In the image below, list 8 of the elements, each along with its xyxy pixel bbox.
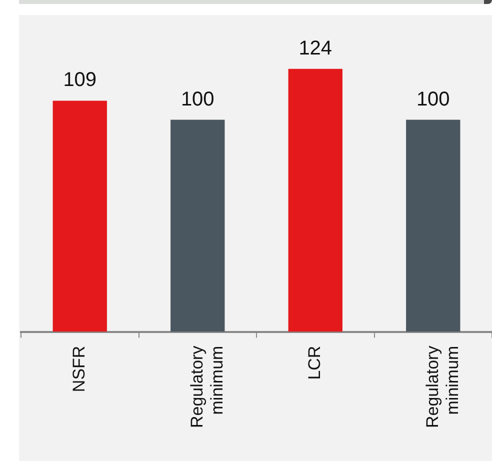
data-label: 109 bbox=[63, 69, 97, 92]
data-label: 100 bbox=[180, 88, 214, 110]
x-tick-label: NSFR bbox=[70, 346, 89, 392]
data-label: 124 bbox=[298, 37, 332, 60]
x-tick-label: LCR bbox=[305, 346, 324, 380]
x-tick-label: Regulatory minimum bbox=[187, 345, 227, 428]
data-label: 100 bbox=[416, 88, 450, 110]
x-tick-label: Regulatory minimum bbox=[422, 345, 462, 428]
